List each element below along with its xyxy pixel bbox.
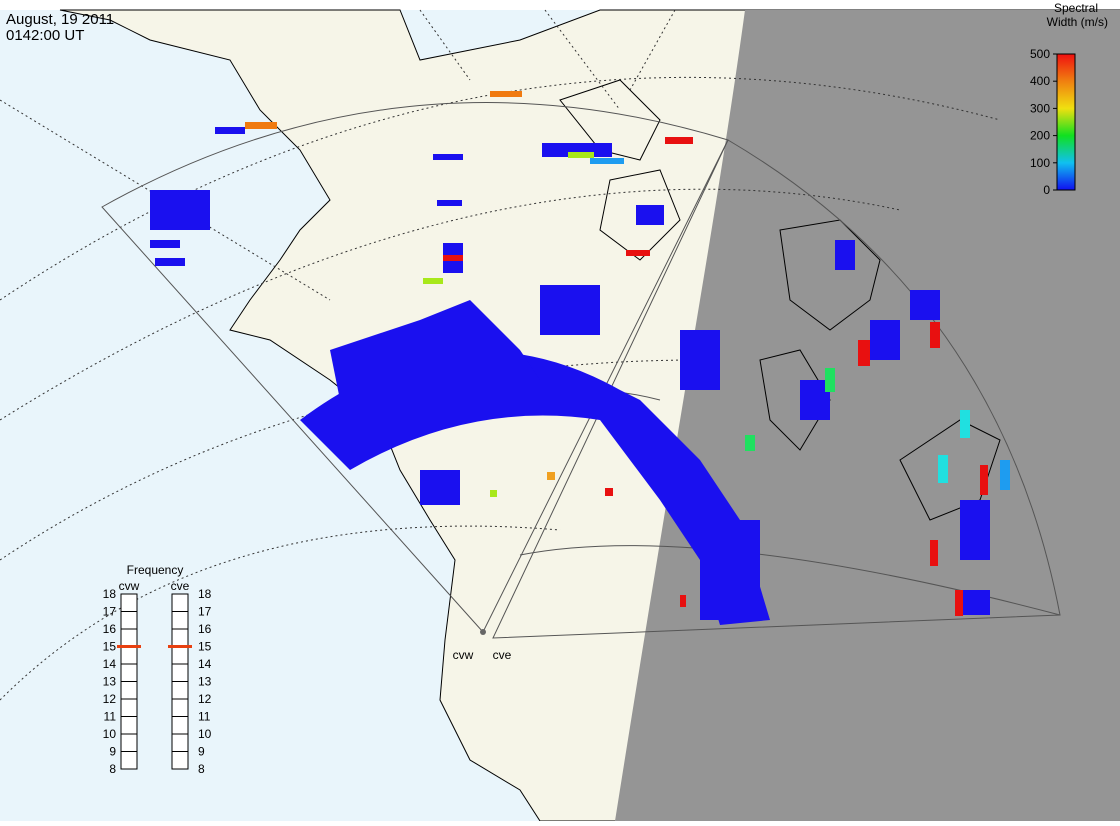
frequency-tick-label: 17 xyxy=(103,605,117,619)
frequency-tick-label: 12 xyxy=(103,692,117,706)
colorbar-title: Spectral xyxy=(1054,1,1098,15)
frequency-tick-label: 11 xyxy=(104,710,117,724)
radar-name: cvw xyxy=(119,579,140,593)
frequency-tick-label: 14 xyxy=(198,657,212,671)
island xyxy=(559,79,661,161)
radar-label: cvw xyxy=(453,648,474,662)
frequency-tick-label: 18 xyxy=(198,587,212,601)
date: August, 19 2011 xyxy=(6,11,114,28)
frequency-tick-label: 16 xyxy=(198,622,212,636)
colorbar-tick-label: 300 xyxy=(1030,101,1050,115)
frequency-tick-label: 16 xyxy=(103,622,117,636)
frequency-tick-label: 17 xyxy=(198,605,212,619)
frequency-tick-label: 14 xyxy=(103,657,117,671)
frequency-tick-label: 15 xyxy=(103,640,117,654)
radar-label: cve xyxy=(493,648,512,662)
frequency-tick-label: 9 xyxy=(109,745,116,759)
top-strip xyxy=(0,0,1120,10)
cve-fan xyxy=(492,139,1061,639)
frequency-tick-label: 13 xyxy=(103,675,117,689)
colorbar-tick-label: 0 xyxy=(1043,183,1050,197)
frequency-title: Frequency xyxy=(127,563,184,577)
time: 0142:00 UT xyxy=(6,27,84,44)
radar-site xyxy=(480,629,486,635)
colorbar-title: Width (m/s) xyxy=(1047,15,1108,29)
frequency-tick-label: 10 xyxy=(198,727,212,741)
colorbar-tick-label: 200 xyxy=(1030,129,1050,143)
radar-name: cve xyxy=(171,579,190,593)
frequency-tick-label: 12 xyxy=(198,692,212,706)
frequency-tick-label: 18 xyxy=(103,587,117,601)
lat-lon-grid xyxy=(0,9,1001,701)
frequency-tick-label: 11 xyxy=(198,710,211,724)
frequency-tick-label: 13 xyxy=(198,675,212,689)
colorbar-tick-label: 100 xyxy=(1030,156,1050,170)
colorbar-tick-label: 400 xyxy=(1030,74,1050,88)
echo-cells xyxy=(150,91,1010,625)
frequency-tick-label: 10 xyxy=(103,727,117,741)
frequency-tick-label: 8 xyxy=(109,762,116,776)
frequency-tick-label: 9 xyxy=(198,745,205,759)
colorbar xyxy=(1056,53,1076,191)
colorbar-tick-label: 500 xyxy=(1030,47,1050,61)
frequency-tick-label: 15 xyxy=(198,640,212,654)
frequency-tick-label: 8 xyxy=(198,762,205,776)
cvw-fan xyxy=(101,102,729,633)
